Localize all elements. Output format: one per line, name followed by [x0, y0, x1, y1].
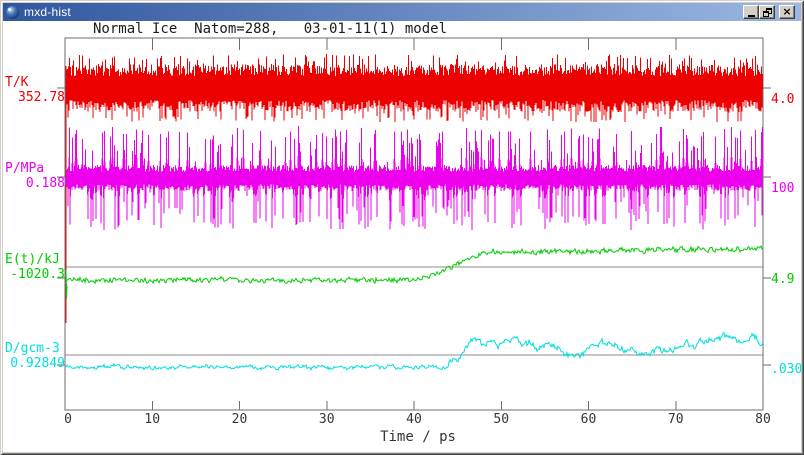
minimize-icon: [747, 14, 755, 17]
trace-density: [65, 331, 764, 372]
trace-pressure: [65, 125, 763, 230]
window-title: mxd-hist: [24, 5, 71, 19]
app-icon: [6, 5, 19, 19]
minimize-button[interactable]: [743, 5, 759, 19]
chart-title: Normal Ice Natom=288, 03-01-11(1) model: [93, 21, 448, 37]
x-tick-label: 10: [144, 412, 161, 427]
x-tick-label: 80: [755, 412, 771, 427]
series-value: 0.188: [25, 176, 65, 191]
series-name: E(t)/kJ: [5, 252, 60, 267]
series-label-temperature: T/K 352.78: [5, 75, 65, 105]
right-scale-energy: 4.9: [771, 272, 795, 287]
right-scale-temperature: 4.0: [771, 92, 795, 107]
x-tick-label: 60: [580, 412, 597, 427]
trace-energy: [65, 245, 764, 300]
title-bar[interactable]: mxd-hist ×: [3, 3, 801, 21]
series-label-pressure: P/MPa 0.188: [5, 161, 65, 191]
plot-canvas: [57, 37, 771, 411]
x-tick-label: 40: [406, 412, 422, 427]
restore-icon: [762, 7, 772, 17]
close-button[interactable]: ×: [779, 5, 795, 19]
close-icon: ×: [782, 5, 792, 18]
window-controls: ×: [743, 5, 795, 19]
series-label-energy: E(t)/kJ -1020.3: [5, 252, 65, 282]
series-name: P/MPa: [5, 161, 45, 176]
series-name: T/K: [5, 75, 29, 90]
series-value: -1020.3: [10, 267, 65, 282]
series-value: 0.92849: [10, 356, 65, 371]
x-tick-label: 30: [318, 412, 335, 427]
right-scale-pressure: 100: [771, 181, 795, 196]
series-label-density: D/gcm-3 0.92849: [5, 341, 65, 371]
series-name: D/gcm-3: [5, 341, 60, 356]
x-tick-label: 20: [231, 412, 248, 427]
series-value: 352.78: [18, 90, 65, 105]
x-tick-label: 70: [667, 412, 684, 427]
x-axis-label: Time / ps: [380, 429, 456, 445]
x-tick-label: 50: [493, 412, 510, 427]
chart-area: Normal Ice Natom=288, 03-01-11(1) model …: [3, 21, 803, 452]
x-tick-label: 0: [64, 412, 72, 427]
trace-temperature: [65, 54, 763, 323]
restore-button[interactable]: [759, 5, 775, 19]
right-scale-density: .030: [771, 362, 803, 377]
